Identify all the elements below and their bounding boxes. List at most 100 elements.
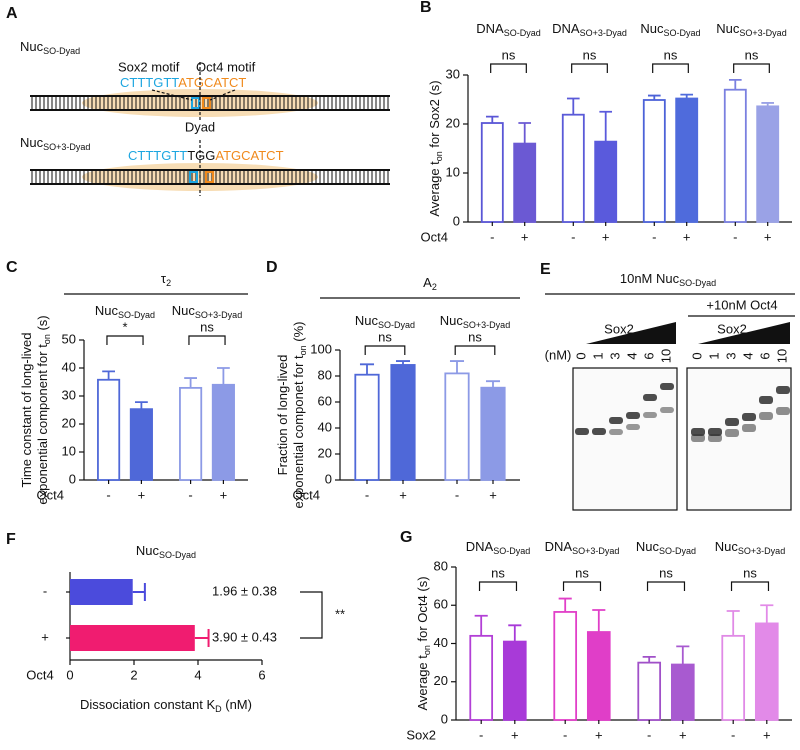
x-tick-label: -: [652, 229, 656, 244]
bar: [513, 142, 537, 223]
significance-bracket: [733, 63, 770, 73]
significance-bracket: [490, 63, 527, 73]
subscript: SO-Dyad: [504, 28, 541, 38]
subscript: SO+3-Dyad: [195, 310, 242, 320]
lane-label: 6: [757, 352, 772, 359]
y-tick-label: 20: [318, 445, 332, 460]
significance-bracket: [300, 591, 323, 639]
error-bar: [449, 360, 465, 374]
significance-bracket: [730, 581, 770, 591]
error-bar: [647, 94, 661, 100]
band: [759, 412, 773, 420]
subscript: on: [42, 334, 52, 344]
subscript: on: [434, 151, 444, 161]
lane-label: 3: [723, 352, 738, 359]
y-axis-label: exponential componet for ton (%): [291, 321, 308, 508]
oct4-site: ATGCATCT: [178, 75, 246, 90]
y-axis-label: Average ton for Oct4 (s): [415, 576, 432, 710]
bar: [553, 611, 578, 721]
subscript: on: [422, 645, 432, 655]
group-label: NucSO+3-Dyad: [440, 313, 510, 330]
y-tick-label: 20: [446, 115, 460, 130]
bar: [642, 99, 666, 223]
text-part: exponential component for t: [35, 344, 50, 505]
sox2-site: CTTTGTT: [128, 148, 187, 163]
subscript: SO+3-Dyad: [580, 28, 627, 38]
text-part: Nuc: [715, 539, 739, 554]
bar: [70, 579, 133, 605]
x-tick-label: -: [731, 727, 735, 742]
bar: [354, 373, 380, 481]
bar: [721, 634, 746, 721]
text-part: Nuc: [136, 543, 160, 558]
y-axis-label: Fraction of long-lived: [275, 355, 290, 476]
group-label: NucSO-Dyad: [95, 303, 155, 320]
text-part: Dissociation constant K: [80, 697, 215, 712]
group-label: DNASO-Dyad: [466, 539, 530, 556]
band: [708, 434, 722, 442]
y-axis-label: Average ton for Sox2 (s): [427, 80, 444, 216]
panel-letter: F: [6, 531, 16, 548]
factor-label: Sox2: [406, 727, 436, 742]
y-tick-label: 30: [446, 66, 460, 81]
value-label: 1.96 ± 0.38: [212, 583, 277, 598]
text-part: DNA: [476, 21, 504, 36]
titration-wedge: [586, 322, 676, 344]
significance-label: ns: [502, 47, 516, 62]
x-tick-label: +: [521, 229, 529, 244]
error-bar: [395, 360, 411, 365]
bar: [675, 97, 699, 223]
dyad-label: Dyad: [185, 119, 215, 134]
lane-label: 0: [573, 352, 588, 359]
error-bar: [217, 367, 230, 385]
band: [609, 417, 623, 424]
subscript: SO-Dyad: [493, 546, 530, 556]
x-tick-label: -: [455, 487, 459, 502]
y-tick-label: 50: [62, 331, 76, 346]
category-label: +: [41, 629, 49, 644]
bar: [561, 113, 585, 223]
error-bar: [642, 655, 656, 663]
bar: [469, 634, 494, 721]
y-tick-label: 40: [62, 359, 76, 374]
group-label: NucSO-Dyad: [640, 21, 700, 38]
x-tick-label: 0: [66, 667, 73, 682]
error-bar: [676, 645, 690, 665]
text-part: DNA: [466, 539, 494, 554]
significance-label: ns: [743, 565, 757, 580]
bar: [179, 386, 203, 481]
lane-label: 10: [658, 349, 673, 363]
band: [691, 434, 705, 442]
x-tick-label: +: [764, 229, 772, 244]
lane-label: 4: [624, 352, 639, 359]
gel-image: [572, 367, 678, 511]
group-label: NucSO+3-Dyad: [715, 539, 785, 556]
band: [643, 412, 657, 418]
subscript: D: [215, 704, 222, 714]
chart-title: NucSO-Dyad: [136, 543, 196, 560]
subscript: SO+3-Dyad: [43, 142, 90, 152]
text-part: Nuc: [172, 303, 196, 318]
text-part: (%): [291, 321, 306, 345]
x-tick-label: +: [683, 229, 691, 244]
error-bar: [485, 380, 501, 388]
significance-label: ns: [664, 47, 678, 62]
x-tick-label: -: [365, 487, 369, 502]
subscript: on: [298, 345, 308, 355]
unit-label: (nM): [545, 347, 572, 362]
subscript: SO+3-Dyad: [572, 546, 619, 556]
text-part: Average t: [415, 655, 430, 711]
x-tick-label: +: [220, 487, 228, 502]
significance-bracket: [571, 63, 608, 73]
error-bar: [558, 597, 572, 612]
y-tick-label: 40: [318, 419, 332, 434]
significance-label: ns: [745, 47, 759, 62]
x-tick-label: 2: [130, 667, 137, 682]
lane-label: 1: [590, 352, 605, 359]
bar: [754, 622, 779, 721]
y-tick-label: 20: [62, 415, 76, 430]
band: [643, 394, 657, 401]
text-part: Fraction of long-lived: [275, 355, 290, 476]
error-bar: [760, 604, 774, 624]
bar: [594, 140, 618, 223]
